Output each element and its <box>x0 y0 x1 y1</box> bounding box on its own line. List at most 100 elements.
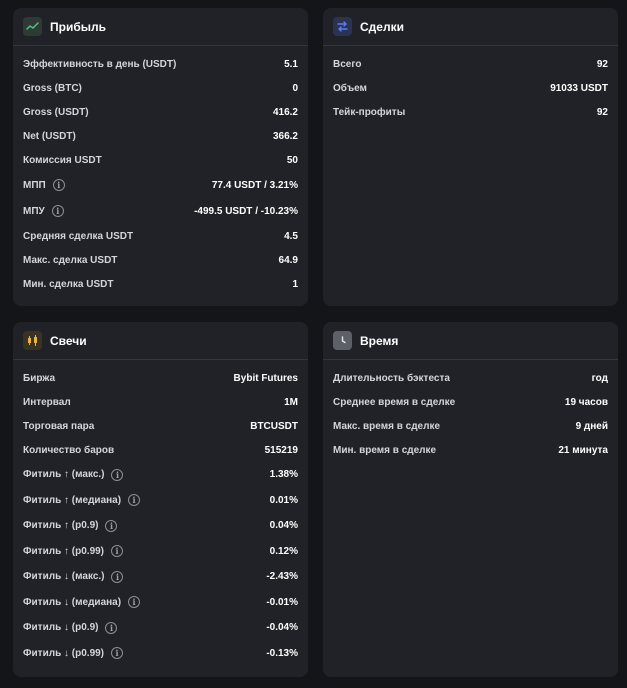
stat-row: Фитиль ↑ (p0.99) i 0.12% <box>13 539 308 565</box>
stat-value: 92 <box>596 106 608 118</box>
stat-value: 0 <box>292 82 298 94</box>
stat-label: Эффективность в день (USDT) <box>23 58 177 70</box>
stat-value: год <box>591 372 608 384</box>
stat-label: Gross (BTC) <box>23 82 82 94</box>
stat-label: Мин. сделка USDT <box>23 278 114 290</box>
stat-value: 77.4 USDT / 3.21% <box>211 179 298 191</box>
stat-row: МПП i 77.4 USDT / 3.21% <box>13 172 308 198</box>
info-icon[interactable]: i <box>128 596 141 609</box>
stat-label: Интервал <box>23 396 71 408</box>
info-icon[interactable]: i <box>51 205 64 217</box>
stat-label: Gross (USDT) <box>23 106 89 118</box>
stat-row: Средняя сделка USDT 4.5 <box>13 224 308 248</box>
stat-row: Среднее время в сделке 19 часов <box>323 390 618 414</box>
deals-card: Сделки Всего 92 Объем 91033 USDT Тейк-пр… <box>323 8 618 306</box>
profit-rows: Эффективность в день (USDT) 5.1 Gross (B… <box>13 46 308 296</box>
info-icon[interactable]: i <box>128 494 141 507</box>
stat-value: 4.5 <box>284 230 298 242</box>
stat-value: 5.1 <box>284 58 298 70</box>
info-icon[interactable]: i <box>111 647 124 660</box>
profit-card-header: Прибыль <box>13 8 308 46</box>
stat-label: Фитиль ↓ (медиана) <box>23 596 122 608</box>
stat-value: BTCUSDT <box>250 420 298 432</box>
stat-row: Net (USDT) 366.2 <box>13 124 308 148</box>
deals-rows: Всего 92 Объем 91033 USDT Тейк-профиты 9… <box>323 46 618 124</box>
stat-label: МПУ <box>23 205 45 217</box>
stat-label: Длительность бэктеста <box>333 372 450 384</box>
stat-row: МПУ i -499.5 USDT / -10.23% <box>13 198 308 224</box>
stat-row: Объем 91033 USDT <box>323 76 618 100</box>
stat-row: Тейк-профиты 92 <box>323 100 618 124</box>
stat-row: Эффективность в день (USDT) 5.1 <box>13 52 308 76</box>
stat-label: Фитиль ↑ (p0.9) <box>23 520 99 532</box>
time-rows: Длительность бэктеста год Среднее время … <box>323 360 618 462</box>
trend-line-icon <box>23 17 42 36</box>
info-icon[interactable]: i <box>111 545 124 558</box>
stat-value: 0.04% <box>269 520 298 532</box>
stat-row: Мин. сделка USDT 1 <box>13 272 308 296</box>
stat-row: Gross (BTC) 0 <box>13 76 308 100</box>
info-icon[interactable]: i <box>111 468 124 481</box>
stat-label: Фитиль ↓ (p0.9) <box>23 622 99 634</box>
stat-label: Комиссия USDT <box>23 154 102 166</box>
stat-value: -0.01% <box>266 596 298 608</box>
stat-row: Длительность бэктеста год <box>323 366 618 390</box>
stat-value: 91033 USDT <box>550 82 608 94</box>
stat-row: Фитиль ↓ (p0.99) i -0.13% <box>13 641 308 667</box>
stat-row: Фитиль ↓ (медиана) i -0.01% <box>13 590 308 616</box>
stat-value: 64.9 <box>278 254 298 266</box>
stat-label: Фитиль ↑ (макс.) <box>23 469 105 481</box>
stat-label: Фитиль ↑ (медиана) <box>23 494 122 506</box>
deals-card-header: Сделки <box>323 8 618 46</box>
stat-label: Макс. сделка USDT <box>23 254 118 266</box>
info-icon[interactable]: i <box>105 519 118 532</box>
deals-card-title: Сделки <box>360 19 404 34</box>
stat-label: МПП <box>23 179 46 191</box>
stat-value: -0.13% <box>266 647 298 659</box>
clock-icon <box>333 331 352 350</box>
stat-label: Количество баров <box>23 444 115 456</box>
stat-value: 50 <box>286 154 298 166</box>
stat-label: Тейк-профиты <box>333 106 406 118</box>
stat-row: Фитиль ↑ (p0.9) i 0.04% <box>13 513 308 539</box>
candles-card: Свечи Биржа Bybit Futures Интервал 1M То… <box>13 322 308 677</box>
stat-row: Фитиль ↓ (макс.) i -2.43% <box>13 564 308 590</box>
stat-row: Всего 92 <box>323 52 618 76</box>
stat-row: Фитиль ↑ (макс.) i 1.38% <box>13 462 308 488</box>
stat-value: -0.04% <box>266 622 298 634</box>
stat-value: 366.2 <box>272 130 298 142</box>
stat-value: 416.2 <box>272 106 298 118</box>
candles-rows: Биржа Bybit Futures Интервал 1M Торговая… <box>13 360 308 666</box>
stat-value: -499.5 USDT / -10.23% <box>194 205 298 217</box>
stat-row: Биржа Bybit Futures <box>13 366 308 390</box>
stat-row: Макс. сделка USDT 64.9 <box>13 248 308 272</box>
profit-card-title: Прибыль <box>50 19 106 34</box>
info-icon[interactable]: i <box>105 621 118 634</box>
profit-card: Прибыль Эффективность в день (USDT) 5.1 … <box>13 8 308 306</box>
info-icon[interactable]: i <box>111 570 124 583</box>
time-card-header: Время <box>323 322 618 360</box>
stat-row: Фитиль ↓ (p0.9) i -0.04% <box>13 615 308 641</box>
stat-row: Количество баров 515219 <box>13 438 308 462</box>
stat-label: Объем <box>333 82 367 94</box>
stat-value: 21 минута <box>558 444 608 456</box>
stat-value: 92 <box>596 58 608 70</box>
stat-label: Мин. время в сделке <box>333 444 437 456</box>
candles-card-header: Свечи <box>13 322 308 360</box>
stat-label: Всего <box>333 58 362 70</box>
time-card: Время Длительность бэктеста год Среднее … <box>323 322 618 677</box>
info-icon[interactable]: i <box>52 179 65 191</box>
candles-card-title: Свечи <box>50 333 87 348</box>
stat-value: 0.12% <box>269 545 298 557</box>
stat-label: Фитиль ↓ (макс.) <box>23 571 105 583</box>
stat-row: Интервал 1M <box>13 390 308 414</box>
stat-row: Торговая пара BTCUSDT <box>13 414 308 438</box>
swap-arrows-icon <box>333 17 352 36</box>
stat-label: Макс. время в сделке <box>333 420 441 432</box>
stat-value: 0.01% <box>269 494 298 506</box>
stat-row: Комиссия USDT 50 <box>13 148 308 172</box>
stat-label: Торговая пара <box>23 420 95 432</box>
stat-label: Среднее время в сделке <box>333 396 456 408</box>
stat-value: Bybit Futures <box>233 372 298 384</box>
candlestick-icon <box>23 331 42 350</box>
